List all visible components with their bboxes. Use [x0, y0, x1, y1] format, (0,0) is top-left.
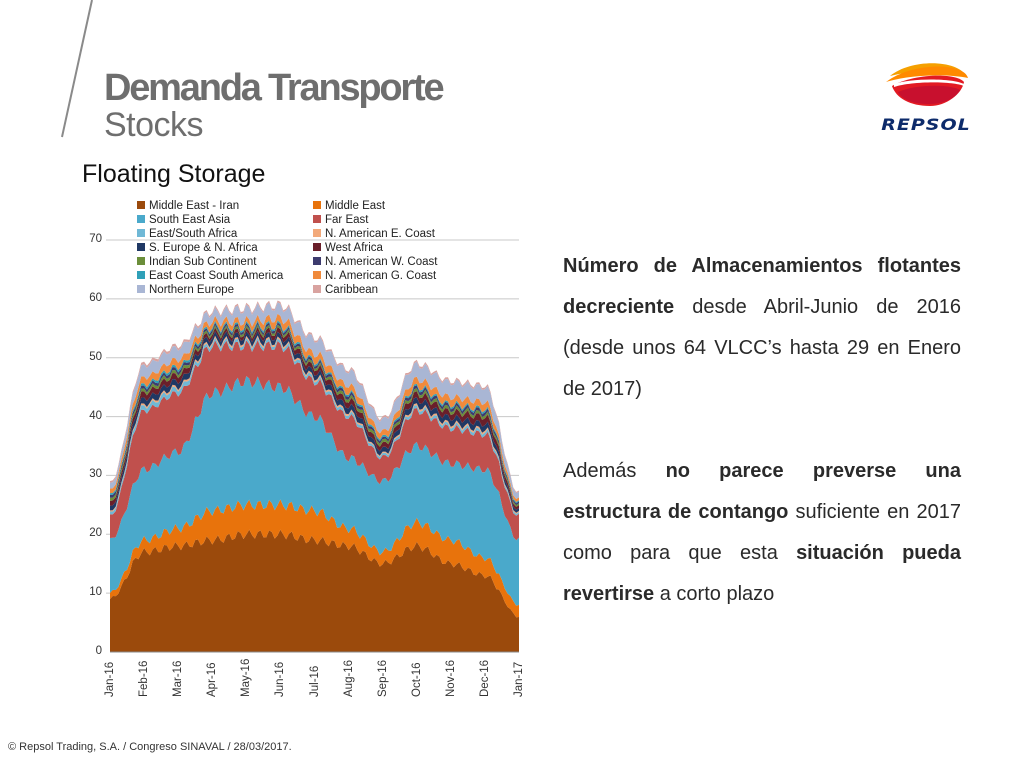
legend-swatch — [313, 257, 321, 265]
legend-label: Northern Europe — [149, 284, 235, 296]
legend-label: Middle East — [325, 200, 386, 212]
legend-item: East Coast South America — [137, 269, 283, 283]
legend-swatch — [137, 243, 145, 251]
legend-item: Northern Europe — [137, 283, 234, 297]
legend-label: West Africa — [325, 242, 383, 254]
decorative-slash — [61, 0, 93, 138]
repsol-logo-icon — [886, 63, 968, 106]
body-p1-seg-0: Número de Almacenamientos flotantes decr… — [563, 255, 961, 318]
slide-title: Demanda Transporte — [104, 67, 445, 109]
body-p2-seg-3: situación pueda revertirse — [563, 542, 961, 605]
body-p2-seg-2: suficiente en 2017 como para que esta — [563, 501, 961, 564]
legend-label: East/South Africa — [149, 228, 238, 240]
legend-item: N. American W. Coast — [313, 255, 437, 269]
legend-swatch — [137, 229, 145, 237]
body-paragraph-1: Número de Almacenamientos flotantes decr… — [563, 246, 961, 410]
legend-swatch — [137, 215, 145, 223]
chart-title: Floating Storage — [82, 160, 266, 188]
body-p1-seg-1: desde Abril-Junio de 2016 (desde unos 64… — [563, 296, 961, 400]
legend-item: Middle East — [313, 199, 385, 213]
legend-item: Middle East - Iran — [137, 199, 239, 213]
legend-swatch — [313, 271, 321, 279]
legend-label: S. Europe & N. Africa — [149, 242, 258, 254]
legend-item: Indian Sub Continent — [137, 255, 256, 269]
series-area-0 — [110, 529, 519, 652]
series-area-1 — [110, 499, 519, 618]
y-tick-label: 50 — [89, 350, 102, 363]
body-p2-seg-4: a corto plazo — [654, 583, 775, 605]
body-p2-seg-1: no parece preverse una estructura de con… — [563, 460, 961, 523]
legend-swatch — [313, 243, 321, 251]
legend-swatch — [137, 271, 145, 279]
legend-label: South East Asia — [149, 214, 231, 226]
y-tick-label: 60 — [89, 291, 102, 304]
legend-item: Far East — [313, 213, 368, 227]
slide-subtitle: Stocks — [104, 106, 204, 144]
legend-label: N. American G. Coast — [325, 270, 437, 282]
y-tick-label: 30 — [89, 468, 102, 481]
series-area-2 — [110, 376, 519, 606]
legend-item: N. American G. Coast — [313, 269, 436, 283]
legend-item: West Africa — [313, 241, 383, 255]
legend-label: N. American W. Coast — [325, 256, 438, 268]
legend-item: Caribbean — [313, 283, 378, 297]
series-area-3 — [110, 340, 519, 541]
legend-item: South East Asia — [137, 213, 230, 227]
legend-swatch — [313, 229, 321, 237]
legend-label: Indian Sub Continent — [149, 256, 257, 268]
legend-item: East/South Africa — [137, 227, 237, 241]
legend-swatch — [313, 201, 321, 209]
legend-label: Caribbean — [325, 284, 379, 296]
y-tick-label: 70 — [89, 233, 102, 245]
legend-label: Middle East - Iran — [149, 200, 240, 212]
legend-swatch — [137, 285, 145, 293]
repsol-logo-text: REPSOL — [881, 115, 971, 135]
legend-label: N. American E. Coast — [325, 228, 435, 240]
y-tick-label: 10 — [89, 586, 102, 599]
body-paragraph-2: Además no parece preverse una estructura… — [563, 451, 961, 615]
slide-body: Número de Almacenamientos flotantes decr… — [563, 246, 961, 656]
legend-label: Far East — [325, 214, 369, 226]
legend-swatch — [313, 285, 321, 293]
y-tick-label: 20 — [89, 527, 102, 540]
legend-swatch — [137, 201, 145, 209]
legend-item: N. American E. Coast — [313, 227, 435, 241]
body-p2-seg-0: Además — [563, 460, 666, 482]
y-tick-label: 0 — [95, 645, 102, 657]
footer-copyright: © Repsol Trading, S.A. / Congreso SINAVA… — [8, 741, 292, 753]
legend-swatch — [313, 215, 321, 223]
legend-swatch — [137, 257, 145, 265]
y-tick-label: 40 — [89, 409, 102, 422]
legend-label: East Coast South America — [149, 270, 284, 282]
legend-item: S. Europe & N. Africa — [137, 241, 258, 255]
